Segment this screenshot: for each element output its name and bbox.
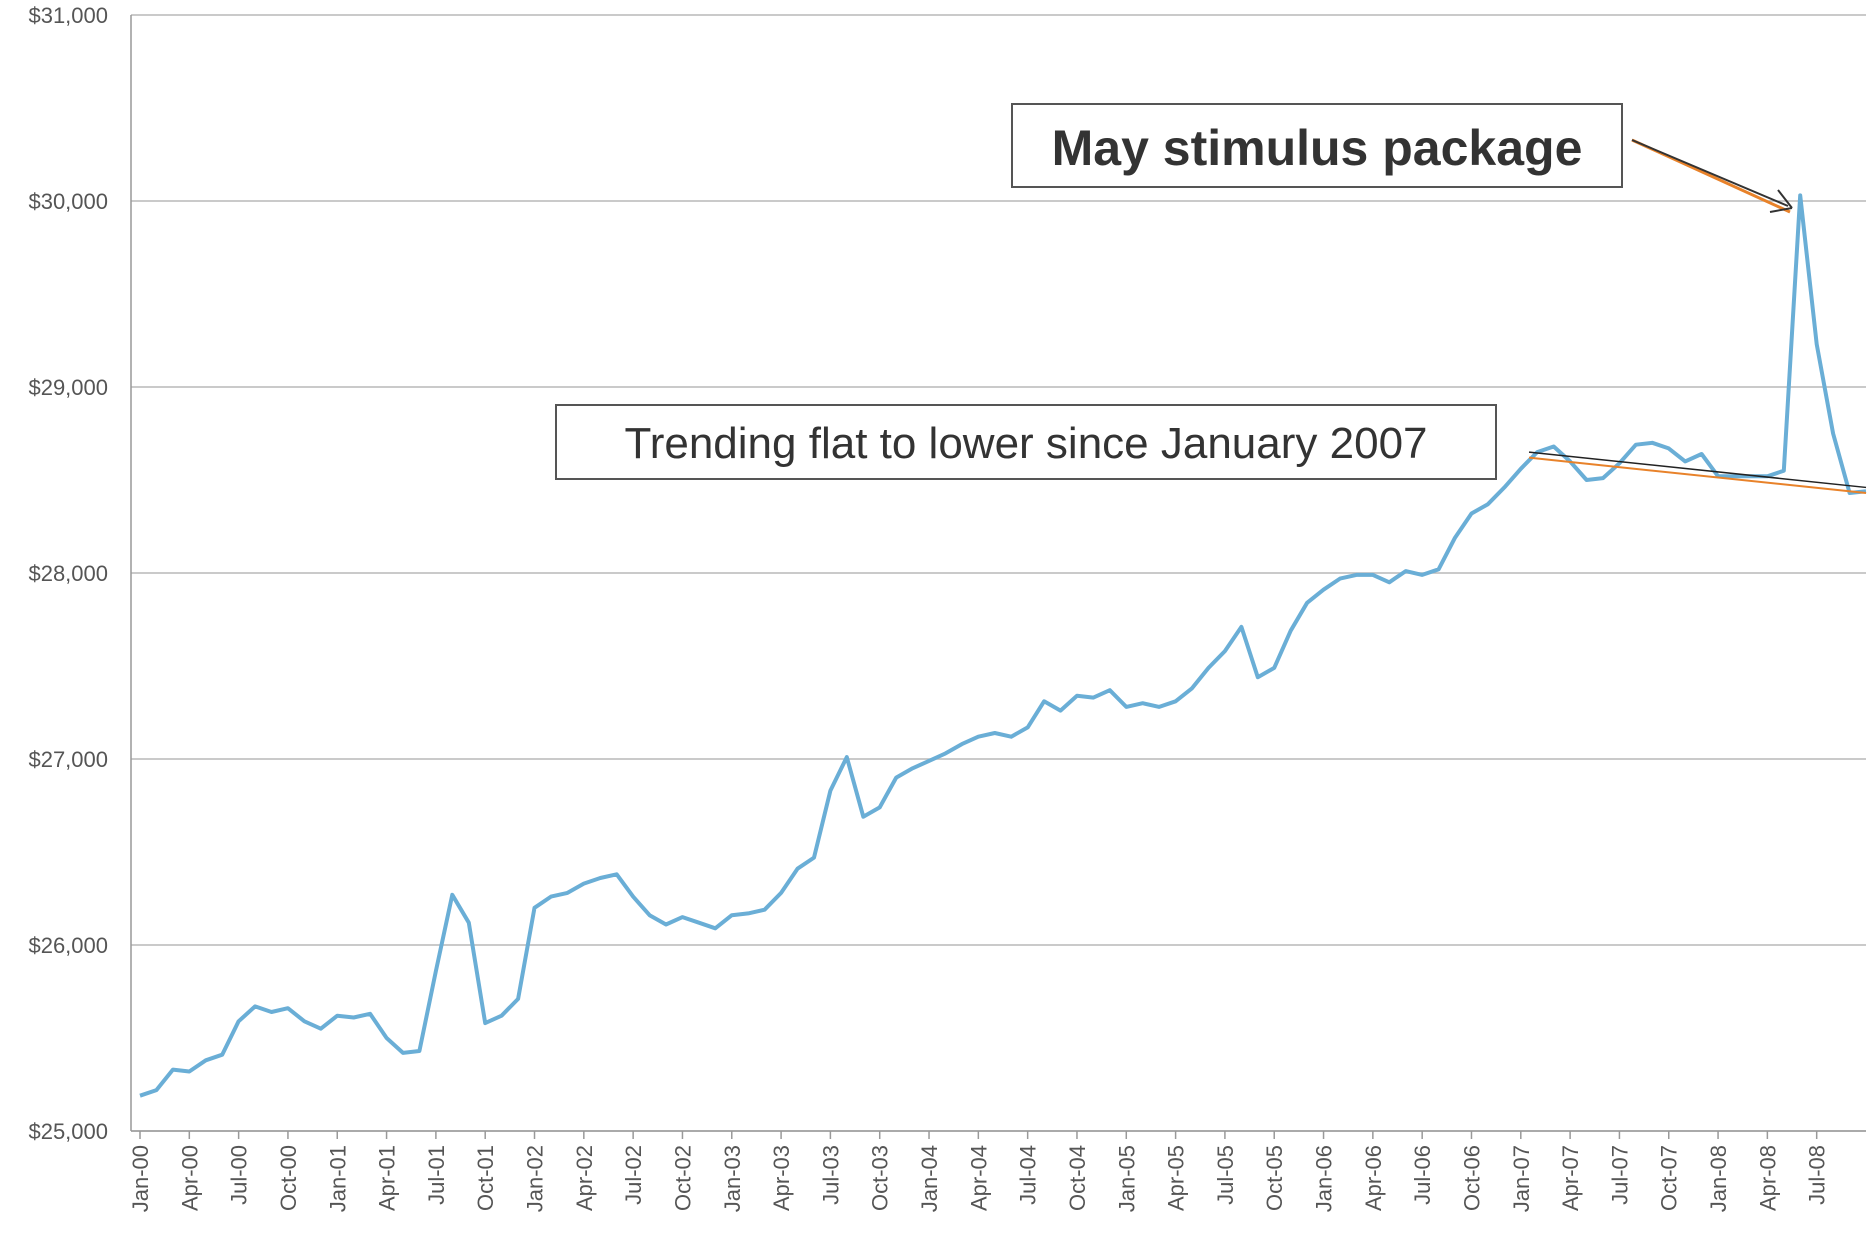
x-tick-label: Apr-07 [1558, 1145, 1583, 1211]
trend-line-orange [1528, 456, 1867, 495]
annotation-stimulus: May stimulus package [1011, 103, 1793, 214]
x-tick-label: Apr-00 [177, 1145, 202, 1211]
annotation-trend-text: Trending flat to lower since January 200… [624, 419, 1427, 468]
y-tick-labels: $25,000 $26,000 $27,000 $28,000 $29,000 $30,0… [28, 3, 108, 1144]
x-tick-label: Apr-04 [966, 1145, 991, 1211]
axes [130, 15, 1866, 1139]
x-tick-label: Jul-02 [621, 1145, 646, 1205]
x-tick-label: Oct-00 [276, 1145, 301, 1211]
x-tick-label: Jan-02 [523, 1145, 548, 1212]
annotation-trend: Trending flat to lower since January 200… [555, 404, 1497, 480]
x-tick-label: Jan-05 [1114, 1145, 1139, 1212]
y-tick-label: $31,000 [28, 3, 108, 28]
x-tick-label: Oct-07 [1657, 1145, 1682, 1211]
x-tick-label: Jan-07 [1509, 1145, 1534, 1212]
series-line [139, 193, 1867, 1098]
x-tick-label: Jul-05 [1213, 1145, 1238, 1205]
series-layer [139, 193, 1867, 1098]
x-tick-label: Oct-03 [868, 1145, 893, 1211]
x-tick-label: Oct-04 [1065, 1145, 1090, 1211]
x-tick-label: Apr-06 [1361, 1145, 1386, 1211]
x-tick-label: Jul-06 [1410, 1145, 1435, 1205]
x-tick-label: Jan-03 [720, 1145, 745, 1212]
x-tick-label: Oct-05 [1262, 1145, 1287, 1211]
x-tick-label: Jul-03 [818, 1145, 843, 1205]
x-tick-label: Oct-06 [1459, 1145, 1484, 1211]
y-tick-label: $28,000 [28, 561, 108, 586]
x-tick-label: Jan-06 [1312, 1145, 1337, 1212]
x-tick-label: Apr-08 [1755, 1145, 1780, 1211]
x-tick-label: Oct-01 [473, 1145, 498, 1211]
y-tick-label: $26,000 [28, 933, 108, 958]
x-tick-label: Apr-03 [769, 1145, 794, 1211]
x-tick-label: Apr-05 [1164, 1145, 1189, 1211]
y-tick-label: $27,000 [28, 747, 108, 772]
y-tick-label: $29,000 [28, 375, 108, 400]
annotation-stimulus-arrow-dark [1631, 139, 1789, 207]
x-tick-label: Oct-02 [670, 1145, 695, 1211]
annotation-stimulus-text: May stimulus package [1052, 120, 1583, 176]
x-tick-label: Jul-04 [1016, 1145, 1041, 1205]
x-tick-label: Jan-08 [1706, 1145, 1731, 1212]
x-tick-label: Apr-02 [572, 1145, 597, 1211]
trend-lines [1528, 451, 1867, 495]
x-tick-label: Jan-04 [917, 1145, 942, 1212]
x-tick-label: Jan-00 [128, 1145, 153, 1212]
trend-line-dark [1528, 451, 1867, 489]
annotation-trend-box [555, 404, 1497, 480]
x-tick-label: Jul-01 [424, 1145, 449, 1205]
gridlines [131, 14, 1866, 1132]
annotation-stimulus-box [1011, 103, 1623, 188]
y-tick-label: $30,000 [28, 189, 108, 214]
x-tick-labels: Jan-00 Apr-00 Jul-00 Oct-00 Jan-01 Apr-01 Jul-… [128, 1145, 1830, 1212]
x-tick-label: Jul-07 [1607, 1145, 1632, 1205]
annotation-stimulus-arrowhead [1769, 189, 1793, 213]
y-tick-label: $25,000 [28, 1119, 108, 1144]
x-tick-label: Jul-00 [227, 1145, 252, 1205]
x-tick-label: Apr-01 [375, 1145, 400, 1211]
x-tick-label: Jul-08 [1805, 1145, 1830, 1205]
x-tick-label: Jan-01 [325, 1145, 350, 1212]
